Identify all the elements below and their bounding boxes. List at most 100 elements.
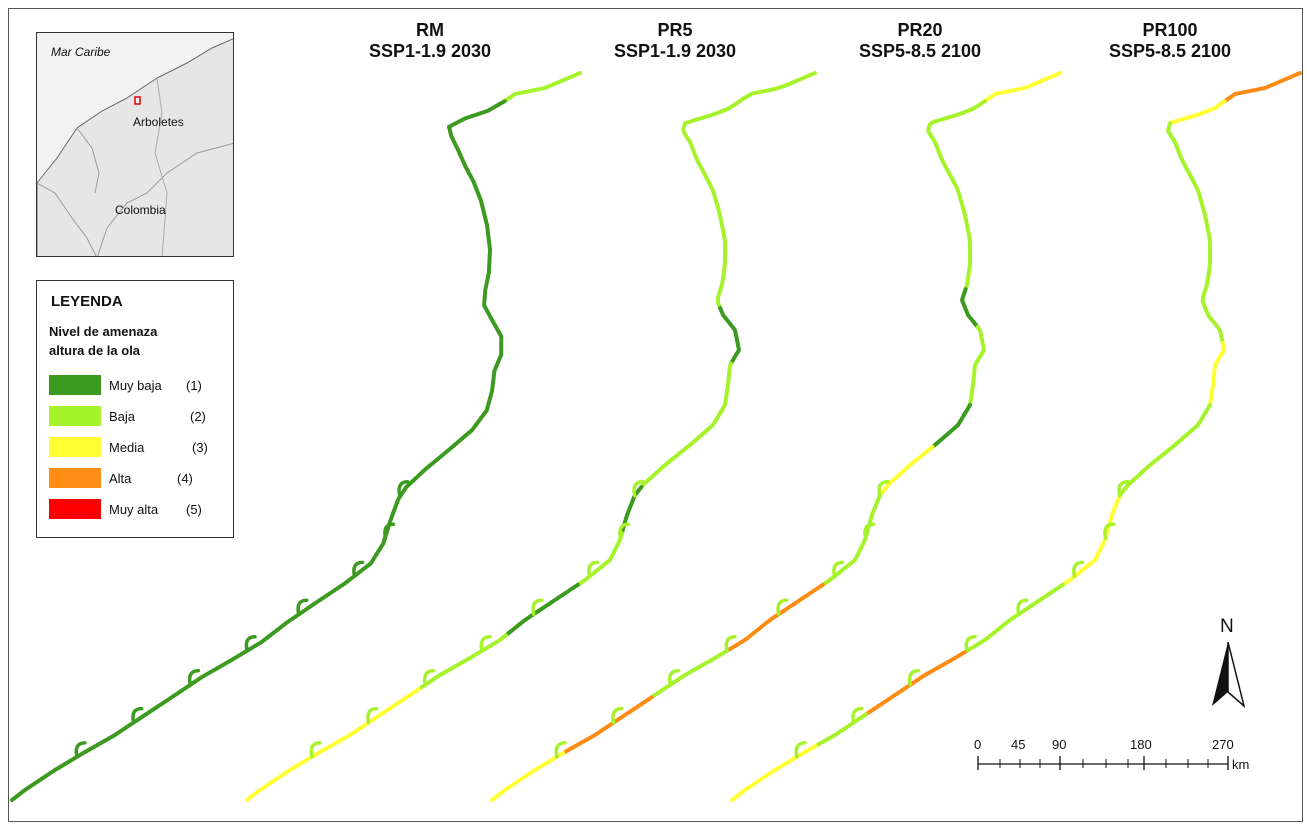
legend-swatch [49, 499, 101, 519]
scale-tick-label: 45 [1011, 737, 1026, 752]
coastline-segment [620, 485, 644, 535]
coastline-jetty [587, 560, 600, 579]
coastline-segment [1166, 121, 1225, 345]
location-marker-icon [134, 96, 141, 105]
coastline-jetty [131, 706, 144, 725]
coastline-jetty [554, 741, 567, 759]
legend-swatch [49, 468, 101, 488]
coastline-jetty [794, 741, 807, 759]
panel-title-pr100: PR100 SSP5-8.5 2100 [1060, 20, 1280, 62]
coastline-jetty [964, 635, 977, 653]
coastline-segment [10, 99, 507, 802]
coastline-jetty [632, 480, 645, 498]
coastline-jetty [422, 669, 436, 687]
panel-scenario: SSP5-8.5 2100 [1108, 41, 1232, 61]
coastline-jetty [832, 560, 845, 579]
inset-locator-map: Mar Caribe Arboletes Colombia [36, 32, 234, 257]
scale-tick-label: 270 [1212, 737, 1234, 752]
coastline-jetty [74, 741, 87, 759]
coastline-jetty [397, 480, 410, 498]
coastline-jetty [366, 706, 379, 725]
coastline-segment [718, 306, 741, 366]
coastline-panel-1 [245, 71, 817, 802]
coastline-segment [681, 71, 817, 311]
panel-name: RM [416, 20, 444, 40]
legend-item-label: Media [109, 440, 145, 455]
coastline-jetty [907, 669, 921, 687]
sea-label: Mar Caribe [51, 45, 111, 59]
coastline-segment [649, 648, 729, 700]
coastline-segment [1167, 99, 1227, 126]
coastline-jetty [296, 598, 309, 616]
panel-title-pr20: PR20 SSP5-8.5 2100 [810, 20, 1030, 62]
coastline-segment [1060, 493, 1122, 587]
legend-swatch [49, 375, 101, 395]
coastline-jetty [352, 560, 365, 579]
scale-tick-label: 0 [974, 737, 982, 752]
legend-item-code: (4) [177, 471, 193, 486]
coastline-segment [417, 633, 508, 691]
country-label: Colombia [115, 203, 166, 217]
coastline-jetty [1117, 480, 1130, 498]
coastline-panel-2 [490, 71, 1062, 802]
legend-item-label: Muy alta [109, 502, 159, 517]
coastline-jetty [618, 522, 631, 541]
legend-subtitle-line2: altura de la ola [49, 343, 141, 358]
coastline-panel-0 [10, 71, 582, 802]
coastline-jetty [309, 741, 322, 759]
legend-item-code: (2) [190, 409, 206, 424]
coastline-jetty [531, 598, 544, 616]
coastline-segment [504, 582, 580, 638]
coastline-jetty [667, 669, 681, 687]
legend-item-code: (3) [192, 440, 208, 455]
coastline-jetty [863, 522, 876, 541]
coastline-segment [561, 695, 654, 756]
north-arrow-icon [1212, 641, 1246, 709]
coastline-segment [926, 99, 987, 292]
coastline-segment [730, 743, 818, 802]
coastline-jetty [776, 598, 789, 616]
town-label: Arboletes [133, 115, 184, 129]
coastline-segment [1208, 340, 1226, 407]
panel-scenario: SSP1-1.9 2030 [368, 41, 492, 61]
legend-title: LEYENDA [51, 293, 123, 310]
panel-name: PR20 [897, 20, 943, 40]
coastline-segment [639, 361, 733, 489]
coastline-jetty [1072, 560, 1085, 579]
coastline-segment [864, 648, 969, 717]
coastline-jetty [877, 480, 890, 498]
panel-scenario: SSP1-1.9 2030 [613, 41, 737, 61]
coastline-segment [1222, 71, 1302, 104]
legend-item-code: (1) [186, 378, 202, 393]
inset-land-shapes [37, 38, 233, 256]
legend-item-label: Alta [109, 471, 132, 486]
legend-item-label: Muy baja [109, 378, 162, 393]
coastline-segment [982, 71, 1062, 104]
legend-subtitle: Nivel de amenaza altura de la ola [49, 322, 229, 360]
legend-item-label: Baja [109, 409, 136, 424]
scale-unit-label: km [1232, 757, 1250, 772]
coastline-segment [502, 71, 582, 104]
coastline-jetty [1103, 522, 1116, 541]
coastline-segment [1117, 403, 1212, 498]
coastline-segment [930, 403, 972, 449]
coastline-jetty [611, 706, 624, 725]
panel-title-rm: RM SSP1-1.9 2030 [320, 20, 540, 62]
panel-title-pr5: PR5 SSP1-1.9 2030 [565, 20, 785, 62]
coastline-segment [965, 582, 1065, 653]
panel-name: PR100 [1142, 20, 1198, 40]
coastline-jetty [187, 669, 201, 687]
scale-tick-label: 90 [1052, 737, 1067, 752]
coastline-jetty [244, 635, 257, 653]
coastline-segment [968, 325, 986, 407]
legend-item-code: (5) [186, 502, 202, 517]
coastline-segment [725, 582, 825, 653]
legend-swatch [49, 437, 101, 457]
legend-swatch [49, 406, 101, 426]
panel-scenario: SSP5-8.5 2100 [858, 41, 982, 61]
legend-subtitle-line1: Nivel de amenaza [49, 324, 158, 339]
legend: LEYENDA Nivel de amenaza altura de la ol… [36, 280, 234, 538]
coastline-jetty [724, 635, 737, 653]
